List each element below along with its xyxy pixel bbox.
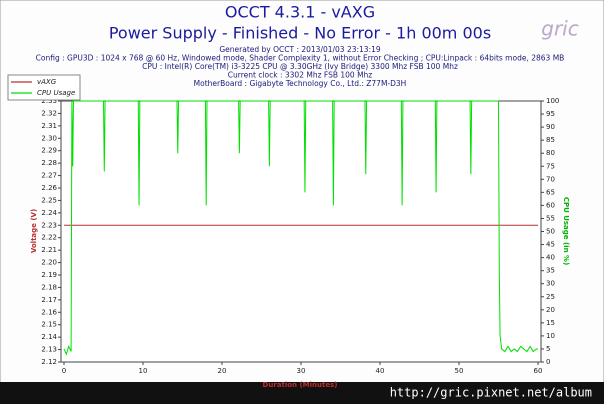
info-line: Generated by OCCT : 2013/01/03 23:13:19 [219, 45, 381, 54]
y2-tick-label: 55 [546, 214, 555, 222]
y-tick-label: 2.26 [41, 184, 57, 192]
y-tick-label: 2.20 [41, 259, 57, 267]
series-line [63, 100, 538, 356]
y2-tick-label: 45 [546, 241, 555, 249]
y-tick-label: 2.21 [41, 246, 57, 254]
chart-title: OCCT 4.3.1 - vAXG [225, 3, 375, 22]
y2-tick-label: 10 [546, 332, 555, 340]
y2-tick-label: 70 [546, 175, 555, 183]
y2-tick-label: 75 [546, 162, 555, 170]
y2-tick-label: 90 [546, 123, 555, 131]
x-tick-label: 20 [218, 367, 227, 375]
x-tick-label: 40 [376, 367, 385, 375]
y-tick-label: 2.18 [41, 283, 57, 291]
y2-tick-label: 65 [546, 188, 555, 196]
x-axis-label: Duration (Minutes) [263, 381, 338, 389]
info-line: CPU : Intel(R) Core(TM) i3-3225 CPU @ 3.… [142, 62, 458, 71]
y-tick-label: 2.15 [41, 321, 57, 329]
y-tick-label: 2.16 [41, 308, 57, 316]
y2-axis-label: CPU Usage (in %) [562, 197, 570, 265]
footer-url: http://gric.pixnet.net/album [390, 386, 592, 400]
legend-box [7, 74, 81, 101]
y2-tick-label: 100 [546, 97, 559, 105]
plot-area [60, 100, 542, 363]
x-tick-label: 0 [62, 367, 66, 375]
y-tick-label: 2.30 [41, 134, 57, 142]
y-tick-label: 2.31 [41, 122, 57, 130]
info-line: Config : GPU3D : 1024 x 768 @ 60 Hz, Win… [36, 54, 565, 63]
y-tick-label: 2.25 [41, 196, 57, 204]
y-tick-label: 2.17 [41, 296, 57, 304]
y-axis-label: Voltage (V) [30, 209, 38, 253]
y-tick-label: 2.19 [41, 271, 57, 279]
y2-tick-label: 15 [546, 319, 555, 327]
y2-tick-label: 60 [546, 201, 555, 209]
legend-label: CPU Usage [37, 89, 75, 97]
info-line: Current clock : 3302 Mhz FSB 100 Mhz [228, 71, 373, 80]
y-tick-label: 2.24 [41, 209, 57, 217]
chart-subtitle: Power Supply - Finished - No Error - 1h … [109, 24, 491, 43]
x-tick-label: 50 [455, 367, 464, 375]
y-tick-label: 2.13 [41, 346, 57, 354]
y2-tick-label: 80 [546, 149, 555, 157]
y2-tick-label: 35 [546, 267, 555, 275]
legend-label: vAXG [37, 78, 57, 86]
footer-bar [0, 382, 604, 404]
x-tick-label: 60 [534, 367, 543, 375]
y2-tick-label: 20 [546, 306, 555, 314]
y-tick-label: 2.23 [41, 221, 57, 229]
y-tick-label: 2.14 [41, 333, 57, 341]
y2-tick-label: 0 [546, 358, 550, 366]
y2-tick-label: 50 [546, 228, 555, 236]
info-line: MotherBoard : Gigabyte Technology Co., L… [194, 79, 407, 88]
y2-tick-label: 25 [546, 293, 555, 301]
y-tick-label: 2.28 [41, 159, 57, 167]
y2-tick-label: 5 [546, 345, 550, 353]
y-tick-label: 2.27 [41, 172, 57, 180]
y-tick-label: 2.32 [41, 109, 57, 117]
x-tick-label: 10 [139, 367, 148, 375]
x-tick-label: 30 [297, 367, 306, 375]
y-tick-label: 2.29 [41, 147, 57, 155]
y-tick-label: 2.33 [41, 97, 57, 105]
watermark: gric [541, 17, 578, 41]
y2-tick-label: 85 [546, 136, 555, 144]
y2-tick-label: 30 [546, 280, 555, 288]
y-tick-label: 2.22 [41, 234, 57, 242]
y2-tick-label: 40 [546, 254, 555, 262]
y-tick-label: 2.12 [41, 358, 57, 366]
y2-tick-label: 95 [546, 110, 555, 118]
